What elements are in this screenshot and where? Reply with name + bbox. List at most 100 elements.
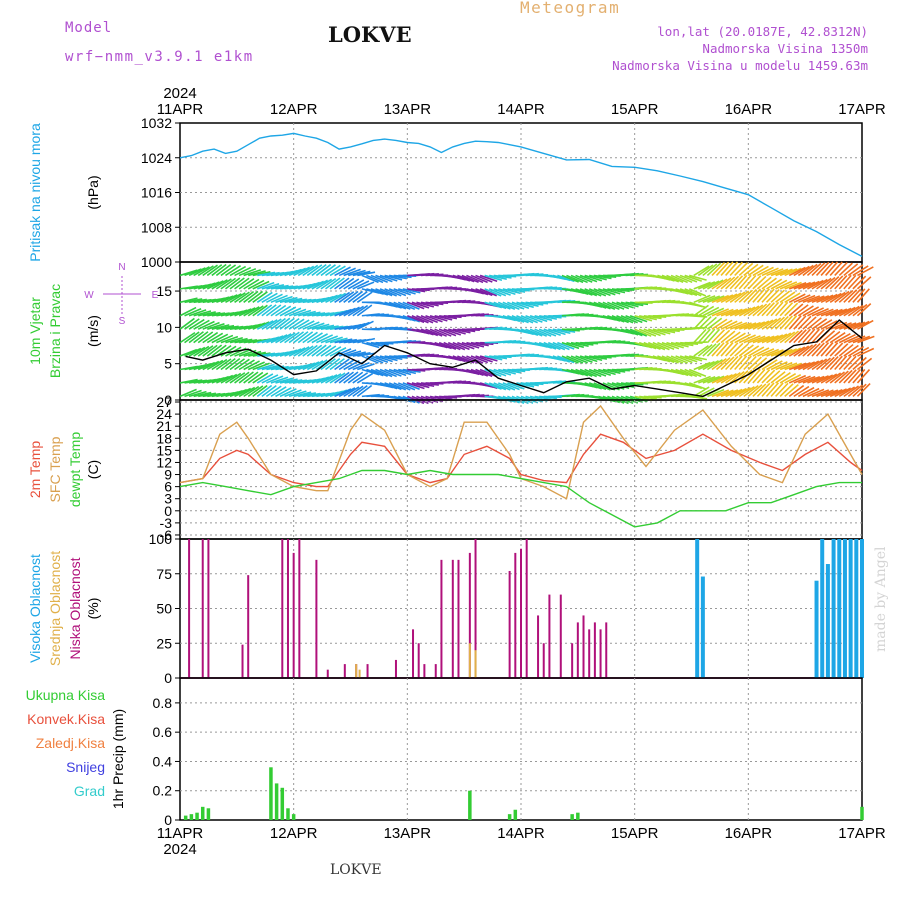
wind-barb — [488, 288, 507, 297]
time-tick-label-bottom: 17APR — [838, 825, 886, 842]
wind-barb — [693, 281, 711, 290]
wind-barb — [452, 341, 470, 351]
wind-barb — [648, 328, 666, 336]
wind-barb — [507, 288, 526, 293]
wind-barb — [252, 304, 268, 317]
wind-barb — [234, 308, 252, 317]
wind-barb — [352, 270, 371, 277]
compass-north: N — [118, 262, 125, 273]
wind-barb — [243, 290, 259, 303]
wind-barb — [261, 364, 280, 371]
wind-barb — [834, 370, 849, 384]
wind-barb — [193, 331, 209, 344]
ytick-label-wind: 15 — [156, 283, 172, 299]
wind-barb — [620, 328, 639, 336]
wind-barb — [607, 314, 625, 323]
wind-barb — [252, 280, 270, 290]
wind-barb — [225, 336, 244, 344]
wind-barb — [820, 261, 834, 276]
wind-barb — [675, 274, 693, 284]
wind-barb — [816, 277, 832, 290]
bar-srednja-oblacnost — [358, 669, 361, 678]
wind-barb — [679, 288, 698, 297]
wind-barb — [679, 274, 698, 283]
wind-barb — [543, 328, 561, 336]
wind-barb — [202, 344, 218, 357]
bar-niska-oblacnost — [412, 629, 415, 678]
wind-barb — [388, 382, 407, 391]
wind-barb — [843, 344, 859, 357]
wind-barb — [293, 319, 310, 330]
wind-barb — [252, 291, 268, 303]
wind-barb — [761, 267, 779, 277]
wind-barb — [747, 264, 764, 277]
wind-barb — [343, 306, 360, 317]
wind-barb — [629, 328, 648, 337]
wind-barb — [770, 382, 784, 397]
wind-barb — [452, 328, 471, 334]
wind-barb — [584, 355, 603, 362]
wind-barb — [265, 318, 282, 330]
bar-niska-oblacnost — [440, 559, 443, 678]
wind-barb — [807, 388, 825, 398]
bar-niska-oblacnost — [548, 594, 551, 678]
wind-barb — [343, 386, 360, 398]
wind-barb — [370, 274, 388, 283]
wind-barb — [438, 341, 457, 350]
wind-barb — [661, 328, 680, 333]
wind-barb — [820, 356, 835, 371]
wind-barb — [525, 301, 544, 306]
compass-west: W — [84, 290, 94, 301]
ytick-label-temperature: 21 — [156, 418, 172, 434]
wind-barb — [661, 341, 680, 350]
wind-barb — [525, 395, 543, 403]
wind-barb — [484, 288, 502, 297]
wind-barb — [766, 317, 782, 330]
wind-barb — [275, 387, 292, 398]
wind-barb — [270, 386, 287, 398]
wind-barb — [425, 301, 444, 306]
wind-barb — [220, 277, 237, 290]
wind-barb — [716, 308, 734, 317]
wind-barb — [797, 315, 812, 330]
wind-barb — [211, 344, 227, 357]
wind-barb — [357, 281, 375, 290]
wind-barb — [179, 378, 198, 384]
wind-barb — [807, 359, 824, 371]
wind-barb — [779, 331, 796, 344]
ytick-label-pressure: 1032 — [141, 115, 172, 131]
wind-barb — [407, 382, 425, 390]
wind-barb — [798, 294, 816, 304]
wind-barb — [334, 266, 351, 277]
wind-barb — [507, 314, 525, 323]
ytick-label-wind: 0 — [164, 392, 172, 408]
wind-barb — [329, 337, 348, 344]
wind-barb — [338, 371, 354, 384]
wind-barb — [220, 345, 237, 357]
wind-barb — [838, 274, 852, 290]
wind-barb — [302, 344, 318, 357]
wind-barb — [275, 333, 292, 344]
time-tick-label-bottom: 11APR — [157, 825, 204, 842]
wind-barb — [688, 301, 707, 309]
wind-barb — [443, 341, 461, 351]
bar-niska-oblacnost — [588, 629, 591, 678]
wind-barb — [743, 274, 757, 290]
wind-barb — [779, 291, 796, 303]
wind-barb — [693, 375, 711, 384]
wind-barb — [725, 321, 743, 330]
wind-barb — [770, 268, 789, 277]
wind-barb — [347, 279, 365, 290]
wind-barb — [184, 307, 202, 317]
wind-barb — [675, 341, 694, 347]
wind-barb — [561, 355, 579, 364]
bar-ukupna-kisa — [513, 809, 518, 820]
wind-barb — [625, 328, 643, 337]
wind-barb — [838, 355, 852, 371]
wind-barb — [270, 334, 288, 344]
wind-barb — [734, 307, 752, 317]
wind-barb — [329, 389, 348, 398]
wind-barb — [797, 305, 814, 317]
ytick-label-pressure: 1016 — [141, 185, 172, 201]
wind-barb — [838, 386, 856, 398]
